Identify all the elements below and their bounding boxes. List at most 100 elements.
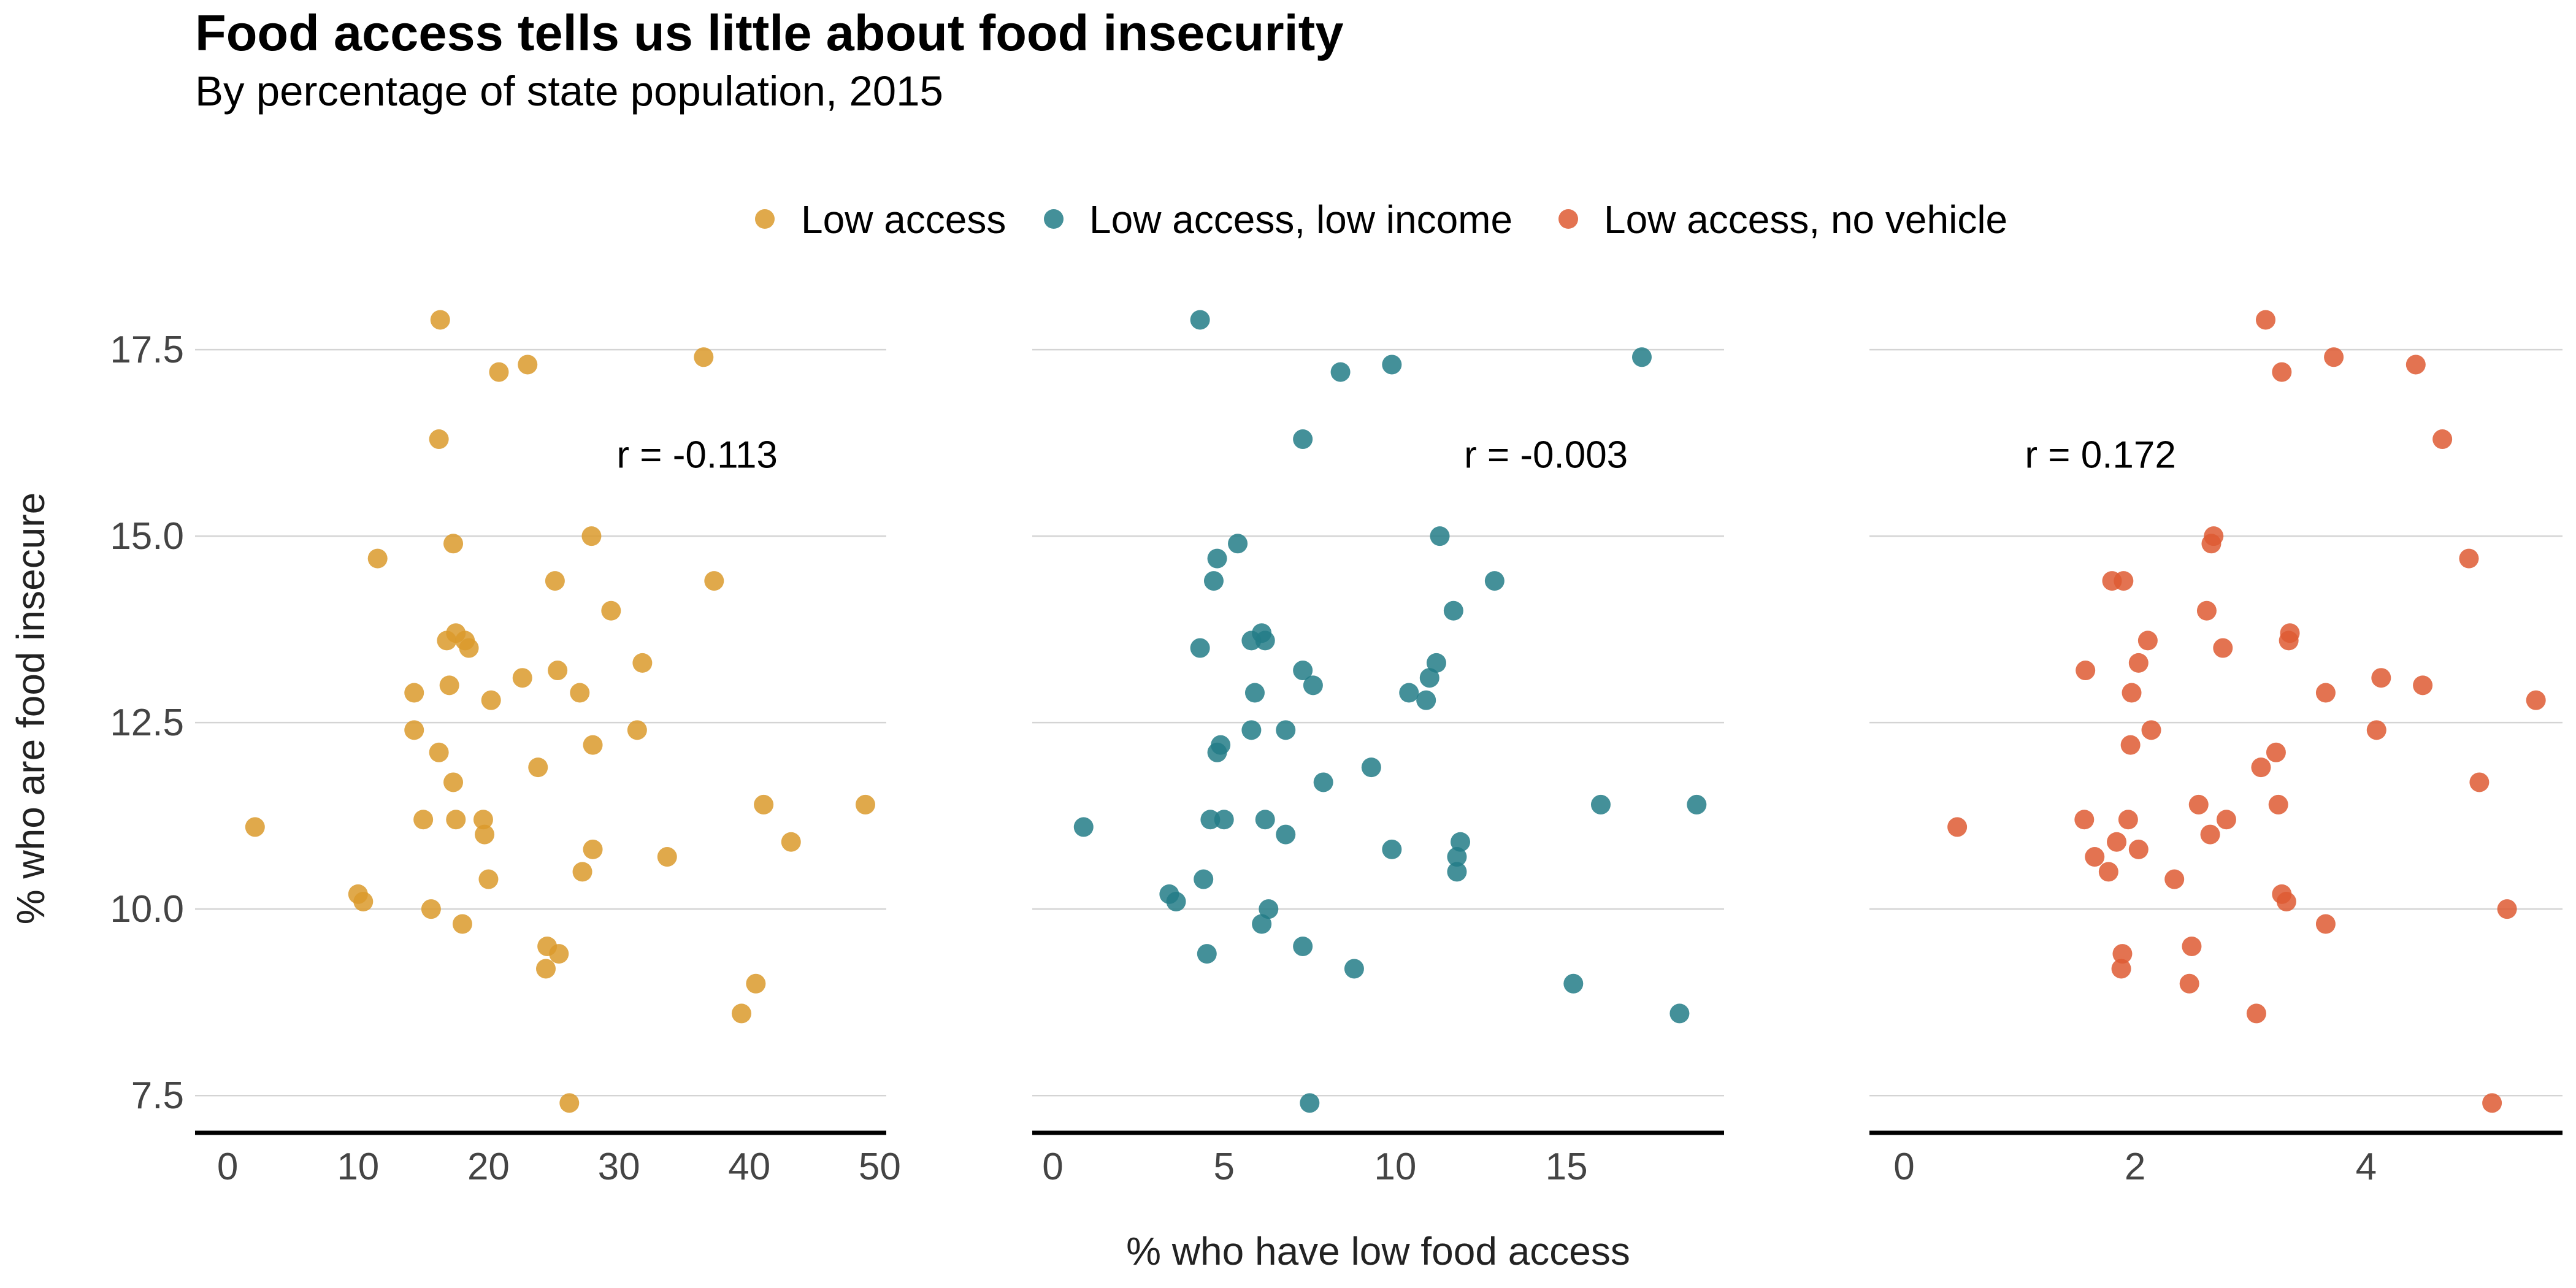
- data-point: [1313, 772, 1333, 792]
- data-point: [2112, 944, 2133, 964]
- data-point: [1382, 355, 1402, 375]
- data-point: [2366, 720, 2386, 740]
- data-point: [1166, 892, 1186, 912]
- data-point: [1276, 720, 1296, 740]
- data-point: [1344, 959, 1364, 979]
- data-point: [2246, 1003, 2266, 1024]
- x-tick-label: 2: [2125, 1146, 2145, 1188]
- data-point: [429, 429, 449, 450]
- data-point: [413, 810, 434, 830]
- correlation-annotation: r = -0.003: [1464, 434, 1628, 476]
- data-point: [2120, 735, 2141, 755]
- data-point: [1203, 571, 1224, 591]
- data-point: [2469, 772, 2490, 792]
- data-point: [353, 892, 374, 912]
- chart-subtitle: By percentage of state population, 2015: [195, 67, 943, 115]
- data-point: [2255, 310, 2275, 330]
- data-point: [2371, 668, 2391, 688]
- data-point: [2074, 810, 2095, 830]
- data-point: [1190, 310, 1210, 330]
- data-point: [2432, 429, 2453, 450]
- x-tick-label: 0: [1042, 1146, 1063, 1188]
- data-point: [1293, 936, 1313, 956]
- data-point: [2497, 899, 2517, 919]
- data-point: [404, 683, 424, 703]
- data-point: [481, 690, 501, 710]
- data-point: [245, 817, 265, 837]
- data-point: [548, 661, 568, 681]
- data-point: [1419, 668, 1439, 688]
- data-point: [549, 944, 569, 964]
- data-point: [2179, 973, 2199, 994]
- chart-panels: 7.510.012.515.017.50 10 20 30 40 50r = -0.113…: [110, 310, 2563, 1188]
- data-point: [2114, 571, 2134, 591]
- data-point: [583, 839, 603, 859]
- x-tick-label: 15: [1546, 1146, 1588, 1188]
- x-tick-label: 10: [1374, 1146, 1416, 1188]
- data-point: [2111, 959, 2131, 979]
- data-point: [1590, 794, 1611, 815]
- data-point: [1330, 362, 1351, 382]
- data-point: [1361, 757, 1381, 778]
- data-point: [1303, 675, 1323, 696]
- data-point: [1259, 899, 1279, 919]
- x-tick-label: 30: [598, 1146, 640, 1188]
- data-point: [1563, 973, 1584, 994]
- x-tick-label: 5: [1213, 1146, 1234, 1188]
- data-point: [1447, 862, 1467, 882]
- data-point: [2482, 1093, 2502, 1113]
- data-point: [2251, 757, 2271, 778]
- data-point: [1443, 600, 1463, 621]
- data-point: [781, 832, 801, 852]
- panel-1: 0 5 10 15 r = -0.003: [1032, 310, 1724, 1188]
- legend-label-0: Low access: [801, 197, 1006, 242]
- data-point: [439, 675, 459, 696]
- data-point: [1255, 810, 1275, 830]
- data-point: [528, 757, 548, 778]
- data-point: [1207, 548, 1227, 569]
- data-point: [1197, 944, 1217, 964]
- x-axis-title: % who have low food access: [1126, 1229, 1630, 1273]
- data-point: [2216, 810, 2236, 830]
- data-point: [2526, 690, 2546, 710]
- data-point: [2324, 347, 2344, 367]
- data-point: [583, 735, 603, 755]
- data-point: [452, 914, 472, 934]
- y-tick-label: 12.5: [110, 702, 184, 744]
- data-point: [2280, 623, 2300, 643]
- data-point: [1687, 794, 1707, 815]
- data-point: [1255, 631, 1275, 651]
- panel-0: 7.5 10.0 12.5 15.0 17.5 0 10 20 30 40 50 r = -0.113: [110, 310, 901, 1188]
- legend-swatch-2: [1558, 209, 1578, 229]
- data-point: [2459, 548, 2479, 569]
- data-point: [559, 1093, 580, 1113]
- data-point: [1293, 429, 1313, 450]
- data-point: [2196, 600, 2217, 621]
- panel-2: 0 2 4 r = 0.172: [1869, 310, 2563, 1188]
- data-point: [2076, 661, 2096, 681]
- x-tick-label: 4: [2356, 1146, 2377, 1188]
- y-tick-label: 17.5: [110, 329, 184, 371]
- data-point: [2315, 914, 2336, 934]
- data-point: [1211, 735, 1231, 755]
- legend-label-2: Low access, no vehicle: [1604, 197, 2007, 242]
- data-point: [1484, 571, 1505, 591]
- data-point: [2213, 638, 2233, 658]
- data-point: [518, 355, 538, 375]
- data-point: [1947, 817, 1968, 837]
- data-point: [2128, 839, 2149, 859]
- data-point: [1447, 847, 1467, 867]
- data-point: [2128, 653, 2149, 673]
- data-point: [855, 794, 875, 815]
- data-point: [2118, 810, 2138, 830]
- data-point: [1451, 832, 1471, 852]
- y-tick-label: 15.0: [110, 515, 184, 558]
- data-point: [2182, 936, 2202, 956]
- data-point: [2164, 869, 2185, 889]
- data-point: [746, 973, 766, 994]
- data-point: [1073, 817, 1094, 837]
- data-point: [627, 720, 647, 740]
- data-point: [2188, 794, 2209, 815]
- data-point: [512, 668, 532, 688]
